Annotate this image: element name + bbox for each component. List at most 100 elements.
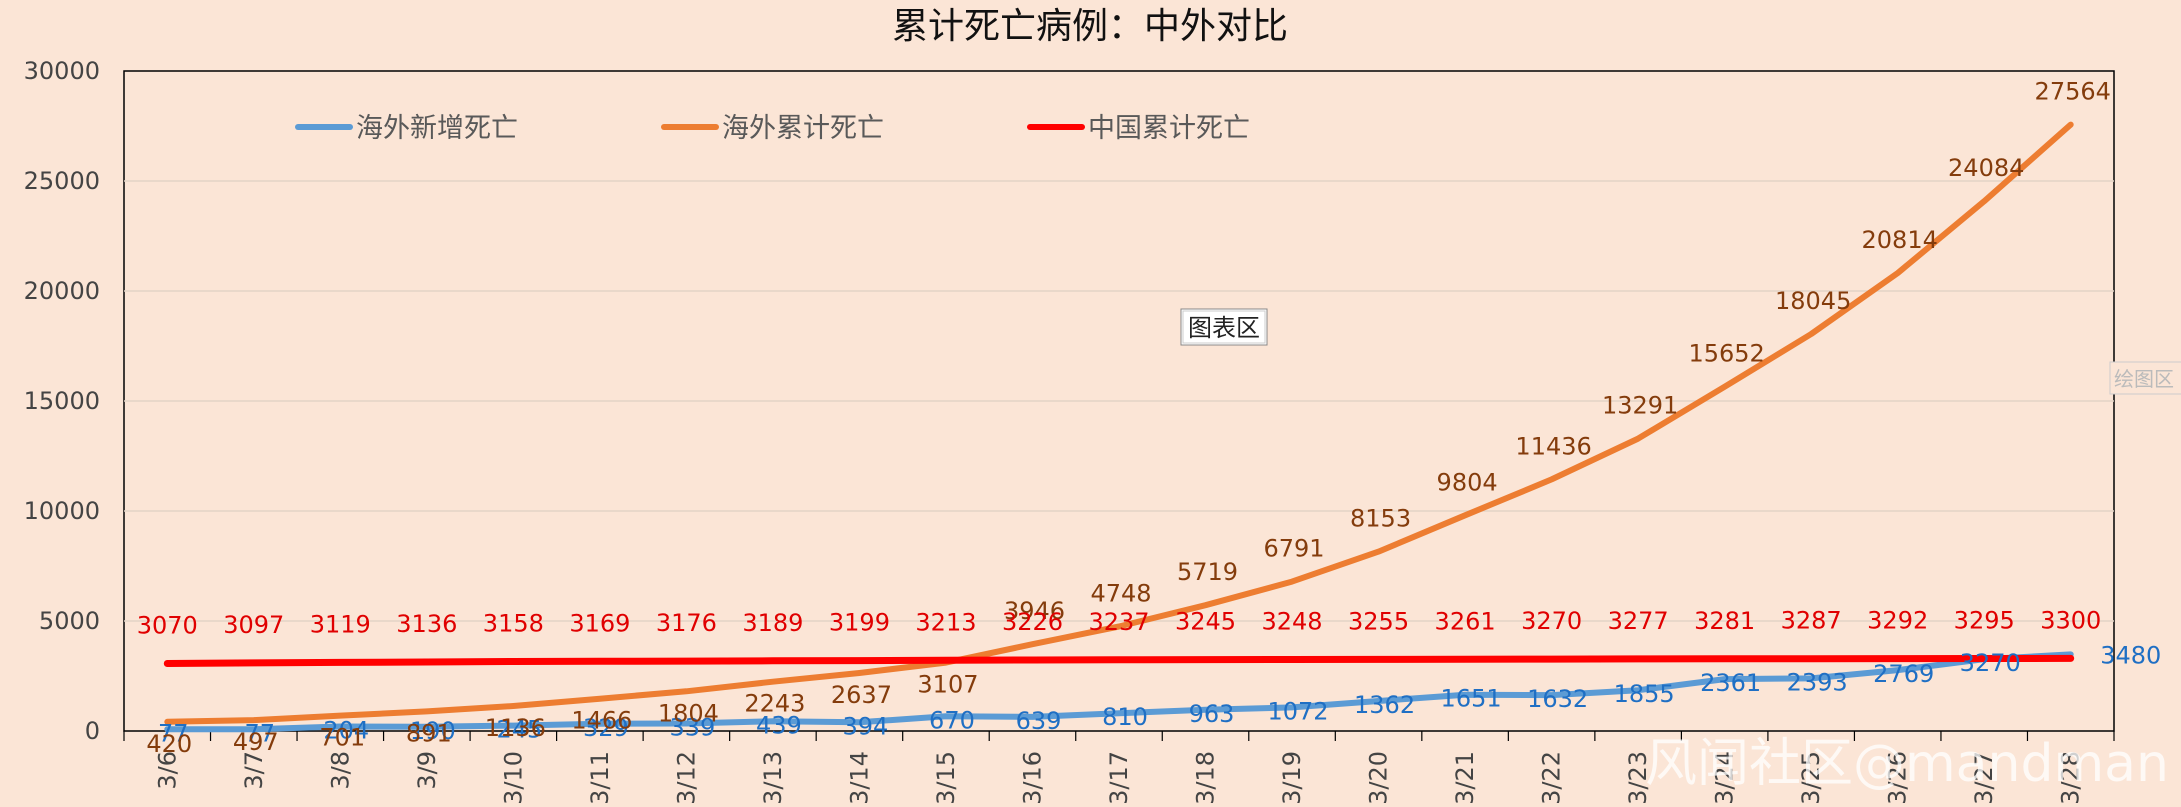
data-label-new-deaths: 394 <box>843 712 889 740</box>
data-label-china-cumulative: 3213 <box>915 608 976 636</box>
x-tick-label: 3/17 <box>1105 751 1133 805</box>
x-tick-label: 3/21 <box>1451 751 1479 805</box>
y-tick-label: 0 <box>85 717 100 745</box>
x-axis-ticks: 3/6 3/7 3/8 3/9 3/10 3/11 3/12 3/13 3/14 3/15 3/16… <box>123 731 2115 805</box>
x-tick-label: 3/14 <box>845 751 873 805</box>
data-label-new-deaths: 1362 <box>1354 691 1415 719</box>
chart-area-tooltip-text: 图表区 <box>1188 314 1260 342</box>
data-label-china-cumulative: 3070 <box>137 611 198 639</box>
x-tick-label: 3/6 <box>153 751 181 790</box>
data-label-china-cumulative: 3245 <box>1175 608 1236 636</box>
data-label-china-cumulative: 3248 <box>1262 608 1323 636</box>
data-label-china-cumulative: 3176 <box>656 609 717 637</box>
legend: 海外新增死亡 海外累计死亡 中国累计死亡 <box>295 113 1250 144</box>
data-label-new-deaths: 77 <box>158 719 189 747</box>
y-tick-label: 10000 <box>24 497 100 525</box>
y-tick-label: 15000 <box>24 387 100 415</box>
data-label-china-cumulative: 3287 <box>1781 607 1842 635</box>
data-label-new-deaths: 190 <box>410 717 456 745</box>
y-axis-ticks: 0 5000 10000 15000 20000 25000 30000 <box>24 57 100 745</box>
chart-area-tooltip: 图表区 <box>1180 308 1268 346</box>
data-label-overseas-cumulative: 701 <box>319 724 365 752</box>
x-tick-label: 3/7 <box>240 751 268 790</box>
y-tick-label: 20000 <box>24 277 100 305</box>
x-tick-label: 3/20 <box>1365 751 1393 805</box>
data-label-overseas-cumulative: 11436 <box>1515 432 1591 460</box>
data-label-china-cumulative: 3295 <box>1954 607 2015 635</box>
legend-label-1: 海外新增死亡 <box>356 113 518 144</box>
x-tick-label: 3/10 <box>499 751 527 805</box>
x-tick-label: 3/18 <box>1192 751 1220 805</box>
legend-label-2: 海外累计死亡 <box>722 113 884 144</box>
data-label-china-cumulative: 3281 <box>1694 607 1755 635</box>
data-label-overseas-cumulative: 15652 <box>1688 340 1764 368</box>
series-line-2 <box>164 121 2074 725</box>
data-label-china-cumulative: 3136 <box>396 610 457 638</box>
gridlines <box>124 180 2114 622</box>
data-label-overseas-cumulative: 27564 <box>2035 78 2111 106</box>
x-tick-label: 3/19 <box>1278 751 1306 805</box>
x-tick-label: 3/27 <box>1970 751 1998 805</box>
x-tick-label: 3/13 <box>759 751 787 805</box>
data-label-new-deaths: 439 <box>756 711 802 739</box>
data-label-new-deaths: 963 <box>1189 700 1235 728</box>
series-line-3 <box>163 654 2075 667</box>
data-label-new-deaths: 1632 <box>1527 685 1588 713</box>
plot-area-tooltip-text: 绘图区 <box>2114 367 2174 391</box>
data-label-overseas-cumulative: 18045 <box>1775 287 1851 315</box>
data-label-china-cumulative: 3169 <box>569 609 630 637</box>
data-label-china-cumulative: 3255 <box>1348 607 1409 635</box>
data-label-new-deaths: 2393 <box>1787 668 1848 696</box>
x-tick-label: 3/12 <box>672 751 700 805</box>
y-tick-label: 30000 <box>24 57 100 85</box>
data-label-new-deaths: 670 <box>929 706 975 734</box>
legend-label-3: 中国累计死亡 <box>1088 113 1250 144</box>
y-tick-label: 25000 <box>24 167 100 195</box>
data-label-china-cumulative: 3277 <box>1608 607 1669 635</box>
data-label-new-deaths: 2769 <box>1873 660 1934 688</box>
data-label-overseas-cumulative: 9804 <box>1437 468 1498 496</box>
data-label-overseas-cumulative: 3107 <box>917 671 978 699</box>
x-tick-label: 3/8 <box>326 751 354 790</box>
data-label-new-deaths: 1651 <box>1441 685 1502 713</box>
y-tick-label: 5000 <box>39 607 100 635</box>
data-label-china-cumulative: 3292 <box>1867 607 1928 635</box>
x-tick-label: 3/9 <box>413 751 441 790</box>
data-label-china-cumulative: 3270 <box>1521 607 1582 635</box>
data-label-overseas-cumulative: 497 <box>233 728 279 756</box>
data-label-china-cumulative: 3237 <box>1088 608 1149 636</box>
x-tick-label: 3/15 <box>932 751 960 805</box>
data-label-overseas-cumulative: 24084 <box>1948 154 2024 182</box>
data-label-new-deaths: 1072 <box>1268 697 1329 725</box>
data-label-new-deaths: 204 <box>323 717 369 745</box>
data-label-overseas-cumulative: 3946 <box>1004 597 1065 625</box>
data-label-overseas-cumulative: 8153 <box>1350 505 1411 533</box>
data-label-overseas-cumulative: 891 <box>406 719 452 747</box>
data-label-china-cumulative: 3189 <box>742 609 803 637</box>
data-label-new-deaths: 77 <box>245 719 276 747</box>
data-label-new-deaths: 810 <box>1102 703 1148 731</box>
x-tick-label: 3/11 <box>586 751 614 805</box>
data-label-china-cumulative: 3261 <box>1435 607 1496 635</box>
data-label-overseas-cumulative: 1136 <box>485 714 546 742</box>
data-label-overseas-cumulative: 1466 <box>571 707 632 735</box>
series-lines <box>163 121 2075 733</box>
x-tick-label: 3/22 <box>1538 751 1566 805</box>
data-label-overseas-cumulative: 420 <box>146 730 192 758</box>
data-label-new-deaths: 639 <box>1016 707 1062 735</box>
data-label-new-deaths: 339 <box>669 714 715 742</box>
data-label-overseas-cumulative: 6791 <box>1264 535 1325 563</box>
plot-area-tooltip: 绘图区 <box>2109 361 2181 395</box>
x-tick-label: 3/26 <box>1884 751 1912 805</box>
data-label-china-cumulative: 3097 <box>223 611 284 639</box>
watermark: 风闻社区@mandman <box>1645 734 2169 794</box>
data-label-overseas-cumulative: 1804 <box>658 699 719 727</box>
data-labels: 77 77 204 190 245 329 339 439 394 670 639 810 963 107… <box>137 78 2162 758</box>
x-tick-label: 3/16 <box>1018 751 1046 805</box>
data-label-new-deaths: 329 <box>583 714 629 742</box>
data-label-china-cumulative: 3300 <box>2040 606 2101 634</box>
data-label-new-deaths: 2361 <box>1700 669 1761 697</box>
x-tick-label: 3/24 <box>1711 751 1739 805</box>
x-tick-label: 3/28 <box>2057 751 2085 805</box>
